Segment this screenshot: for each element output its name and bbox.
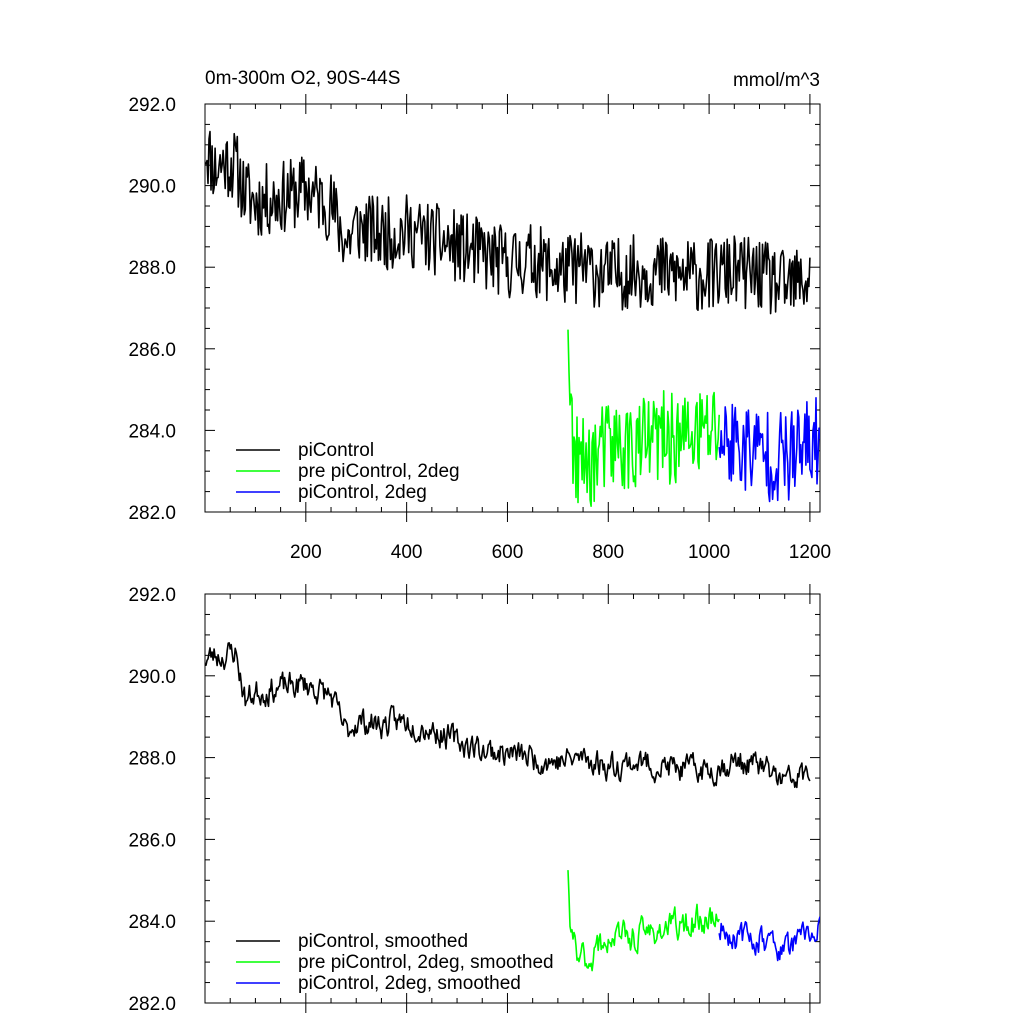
y-tick-label: 284.0 xyxy=(128,421,176,442)
x-tick-label: 1200 xyxy=(789,542,831,563)
series-line-2 xyxy=(567,870,720,972)
x-tick-label: 200 xyxy=(290,542,322,563)
y-tick-label: 288.0 xyxy=(128,258,176,279)
top-panel: 282.0 284.0 286.0 288.0 290.0 292.0 200 400 600 8… xyxy=(128,94,831,563)
x-tick-label: 600 xyxy=(492,542,524,563)
chart-units: mmol/m^3 xyxy=(733,70,820,91)
x-tick-label: 1000 xyxy=(688,542,730,563)
y-tick-label: 282.0 xyxy=(128,503,176,524)
legend-label: piControl, 2deg, smoothed xyxy=(298,973,521,994)
legend-label: pre piControl, 2deg xyxy=(298,461,460,482)
y-tick-label: 292.0 xyxy=(128,585,176,606)
y-tick-label: 288.0 xyxy=(128,749,176,770)
chart-title: 0m-300m O2, 90S-44S xyxy=(205,68,400,89)
y-tick-label: 292.0 xyxy=(128,95,176,116)
series-line-1 xyxy=(205,642,811,789)
series-line-2 xyxy=(567,329,720,508)
y-tick-label: 284.0 xyxy=(128,912,176,933)
x-tick-label: 400 xyxy=(391,542,423,563)
series-line-3 xyxy=(718,916,820,962)
bottom-panel: 282.0 284.0 286.0 288.0 290.0 292.0 piControl,… xyxy=(128,584,821,1015)
legend-label: piControl xyxy=(298,440,374,461)
legend-label: pre piControl, 2deg, smoothed xyxy=(298,952,554,973)
y-tick-label: 286.0 xyxy=(128,830,176,851)
x-tick-label: 800 xyxy=(592,542,624,563)
y-tick-label: 286.0 xyxy=(128,340,176,361)
y-tick-label: 282.0 xyxy=(128,994,176,1015)
legend-label: piControl, smoothed xyxy=(298,931,468,952)
y-tick-label: 290.0 xyxy=(128,667,176,688)
y-tick-label: 290.0 xyxy=(128,177,176,198)
legend-label: piControl, 2deg xyxy=(298,482,427,503)
series-line-3 xyxy=(718,396,820,503)
series-line-1 xyxy=(205,130,811,315)
